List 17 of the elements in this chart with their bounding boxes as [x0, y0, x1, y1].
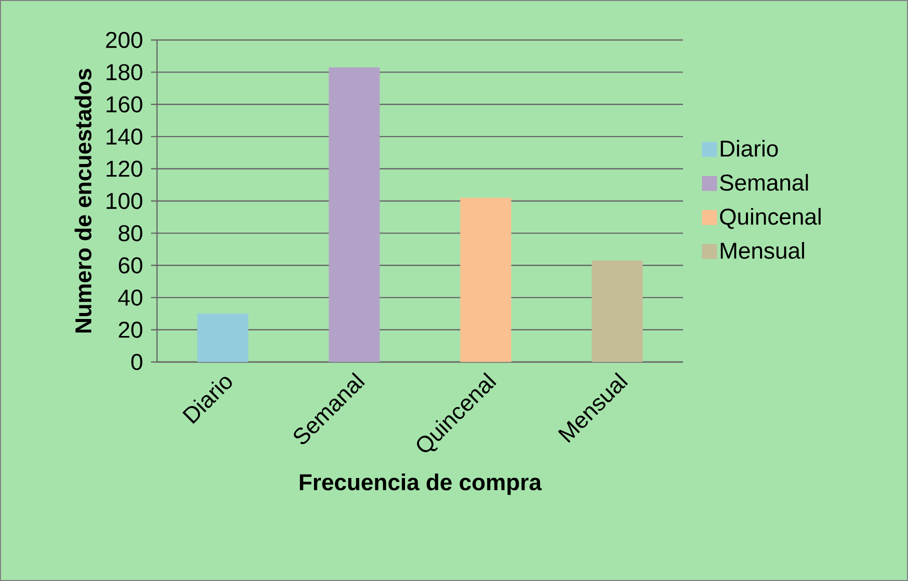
y-tick-label: 160: [106, 96, 142, 112]
y-tick-label: 200: [106, 32, 142, 48]
y-tick-label: 40: [118, 289, 142, 306]
y-tick-label: 100: [106, 192, 142, 210]
legend-label: Diario: [720, 140, 778, 157]
y-tick-label: 60: [118, 257, 142, 274]
y-tick-label: 0: [131, 354, 142, 370]
y-axis-title: Numero de encuestados: [74, 68, 92, 333]
y-tick-label: 120: [106, 160, 142, 177]
x-axis-title: Frecuencia de compra: [300, 474, 542, 495]
legend-label: Semanal: [720, 174, 808, 191]
y-tick-label: 80: [118, 225, 142, 242]
y-tick-label: 140: [106, 128, 142, 145]
y-tick-label: 180: [106, 64, 142, 80]
legend-label: Quincenal: [720, 208, 821, 229]
y-tick-label: 20: [118, 322, 142, 338]
legend-label: Mensual: [720, 242, 804, 259]
